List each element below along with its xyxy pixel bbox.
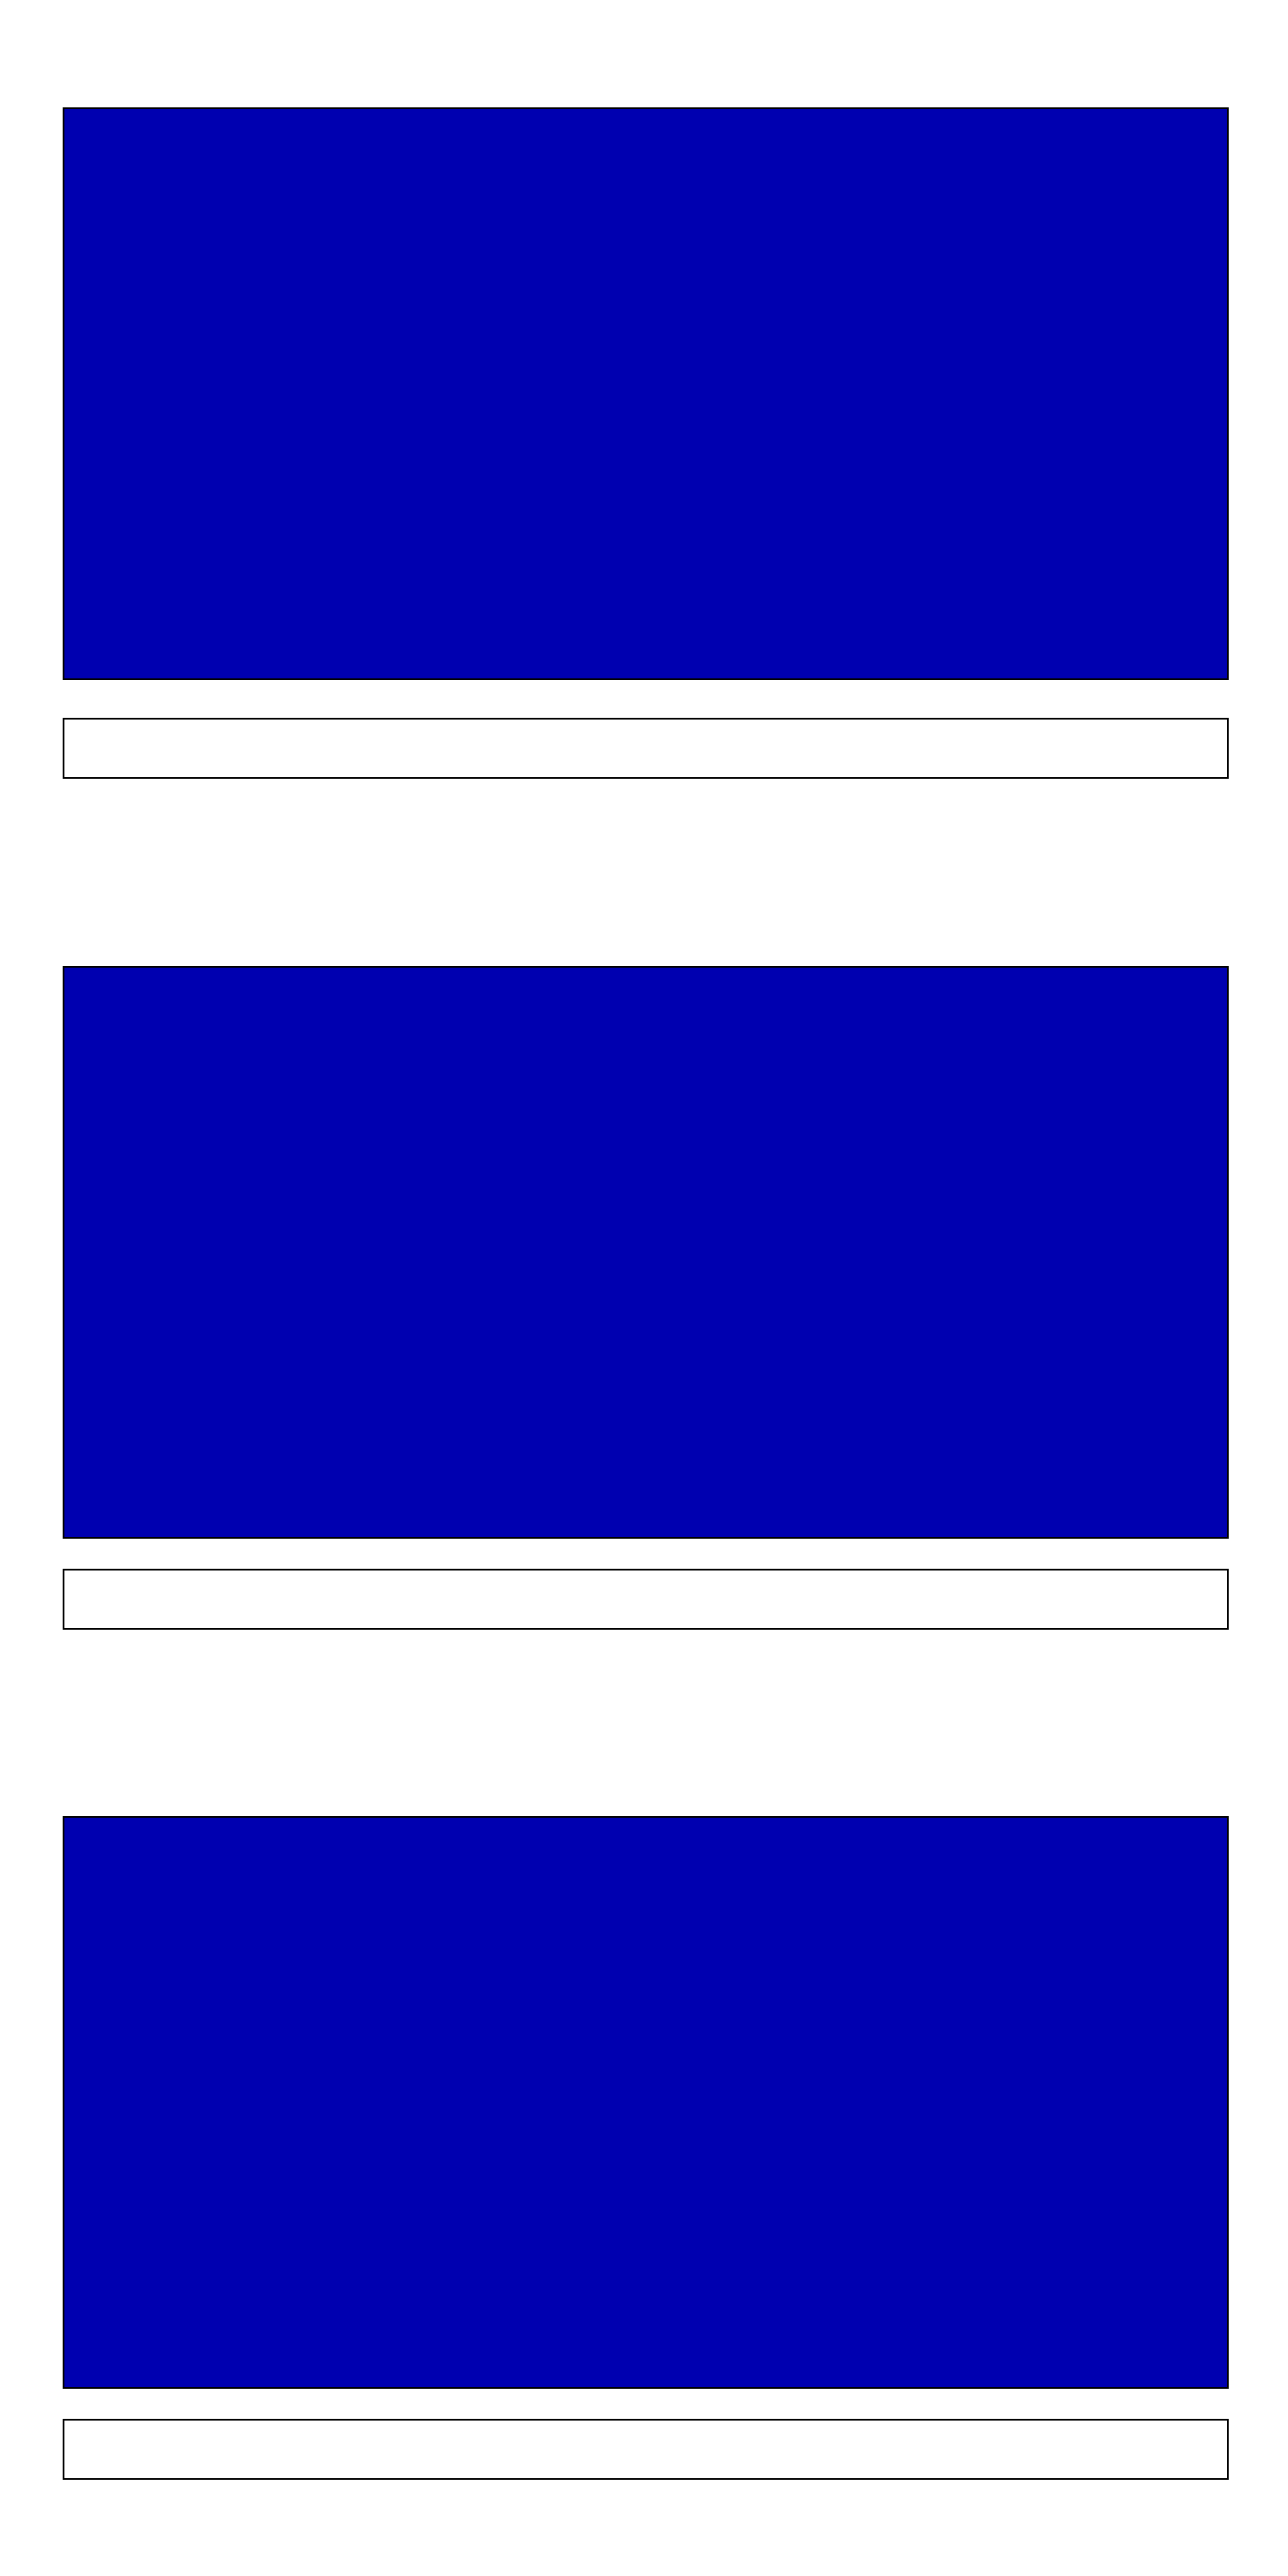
world-map-canvas-ionosphere bbox=[63, 966, 1229, 1539]
colorbar-ticks-combined bbox=[64, 779, 1227, 841]
world-map-canvas-combined bbox=[63, 107, 1229, 680]
colorbar-ticks-ionosphere bbox=[64, 1630, 1227, 1692]
colorbar-canvas-plasmasphere bbox=[63, 2419, 1229, 2480]
colorbar-canvas-ionosphere bbox=[63, 1569, 1229, 1630]
world-map-canvas-plasmasphere bbox=[63, 1816, 1229, 2389]
colorbar-ticks-plasmasphere bbox=[64, 2480, 1227, 2542]
colorbar-canvas-combined bbox=[63, 718, 1229, 779]
